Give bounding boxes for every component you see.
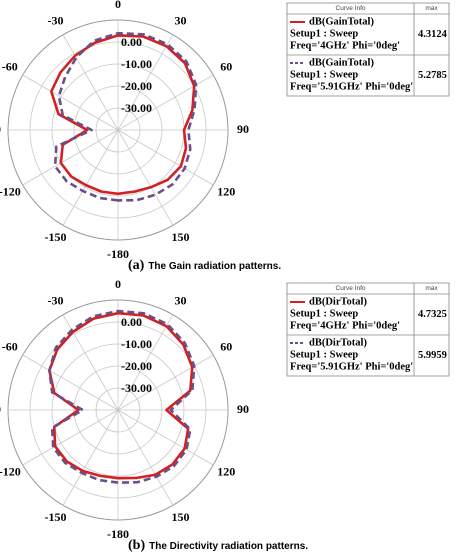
- legend-max: 5.2785: [418, 70, 447, 81]
- legend-setup: Setup1 : Sweep: [290, 308, 358, 319]
- legend-freq: Freq='5.91GHz' Phi='0deg': [290, 81, 413, 92]
- legend-freq: Freq='5.91GHz' Phi='0deg': [290, 361, 413, 372]
- theta-tick-label: -90: [0, 402, 1, 416]
- grid-spoke: [22, 409, 119, 466]
- polar-chart: 0 30 60 90 120 150 -180 -150 -120 -90 -60 -30 -30.00…: [0, 277, 249, 541]
- legend-header: max: [425, 5, 438, 12]
- theta-tick-label: 150: [172, 230, 190, 244]
- legend-setup: Setup1 : Sweep: [290, 349, 358, 360]
- theta-tick-label: 90: [237, 402, 249, 416]
- grid-spoke: [117, 34, 174, 131]
- grid-spoke: [62, 409, 119, 506]
- pattern-curve: [50, 34, 196, 196]
- theta-tick-label: 60: [220, 59, 232, 73]
- theta-tick-label: -90: [0, 122, 1, 136]
- grid-spoke: [117, 314, 174, 411]
- r-tick-label: -10.00: [121, 337, 152, 351]
- grid-spoke: [62, 34, 119, 131]
- grid-spoke: [117, 409, 214, 466]
- theta-tick-label: 120: [217, 464, 235, 478]
- theta-tick-label: 90: [237, 122, 249, 136]
- legend-box: [286, 282, 450, 377]
- grid-spoke: [117, 74, 214, 131]
- grid-spoke: [62, 129, 119, 226]
- legend-setup: Setup1 : Sweep: [290, 28, 358, 39]
- pattern-curve: [48, 311, 194, 480]
- theta-tick-label: 0: [115, 0, 121, 11]
- pattern-curve: [53, 31, 198, 202]
- theta-tick-label: -30: [48, 293, 64, 307]
- polar-chart: 0 30 60 90 120 150 -180 -150 -120 -90 -60 -30 -30.00…: [0, 0, 249, 261]
- caption-text: The Gain radiation patterns.: [148, 261, 281, 272]
- grid-spoke: [22, 129, 119, 186]
- legend-box: [286, 2, 450, 97]
- theta-tick-label: -60: [2, 59, 18, 73]
- pattern-curve: [48, 309, 196, 484]
- caption-label: (a): [128, 258, 145, 273]
- grid-spoke: [117, 129, 174, 226]
- legend-max: 5.9959: [418, 350, 447, 361]
- theta-tick-label: -30: [48, 13, 64, 27]
- theta-tick-label: 0: [115, 277, 121, 291]
- theta-tick-label: -180: [107, 247, 129, 261]
- r-tick-label: -20.00: [121, 359, 152, 373]
- legend-freq: Freq='4GHz' Phi='0deg': [290, 320, 400, 331]
- legend-max: 4.3124: [418, 29, 448, 40]
- r-tick-label: -20.00: [121, 79, 152, 93]
- theta-tick-label: -60: [2, 339, 18, 353]
- legend-name: dB(DirTotal): [309, 296, 367, 307]
- legend-header: Curve Info: [336, 285, 366, 292]
- caption-label: (b): [128, 538, 145, 553]
- theta-tick-label: 30: [175, 293, 187, 307]
- legend-max: 4.7325: [418, 309, 447, 320]
- grid-spoke: [117, 129, 214, 186]
- r-tick-label: -30.00: [121, 381, 152, 395]
- legend-setup: Setup1 : Sweep: [290, 69, 358, 80]
- theta-tick-label: 60: [220, 339, 232, 353]
- grid-spoke: [117, 409, 174, 506]
- theta-tick-label: -150: [45, 510, 67, 524]
- r-tick-label: 0.00: [121, 35, 142, 49]
- r-tick-label: -10.00: [121, 57, 152, 71]
- theta-tick-label: 150: [172, 510, 190, 524]
- r-tick-label: -30.00: [121, 101, 152, 115]
- legend-freq: Freq='4GHz' Phi='0deg': [290, 40, 400, 51]
- caption-text: The Directivity radiation patterns.: [149, 541, 308, 552]
- caption: (a) The Gain radiation patterns.: [128, 258, 281, 273]
- theta-tick-label: -120: [0, 184, 21, 198]
- grid-spoke: [117, 354, 214, 411]
- theta-tick-label: 30: [175, 13, 187, 27]
- grid-spoke: [22, 354, 119, 411]
- grid-spoke: [22, 74, 119, 131]
- legend-header: Curve Info: [336, 5, 366, 12]
- theta-tick-label: 120: [217, 184, 235, 198]
- legend-name: dB(GainTotal): [309, 57, 374, 68]
- caption: (b) The Directivity radiation patterns.: [128, 538, 308, 553]
- theta-tick-label: -150: [45, 230, 67, 244]
- legend-name: dB(GainTotal): [309, 16, 374, 27]
- legend-name: dB(DirTotal): [309, 337, 367, 348]
- legend-header: max: [425, 285, 438, 292]
- r-tick-label: 0.00: [121, 315, 142, 329]
- theta-tick-label: -120: [0, 464, 21, 478]
- theta-tick-label: -180: [107, 527, 129, 541]
